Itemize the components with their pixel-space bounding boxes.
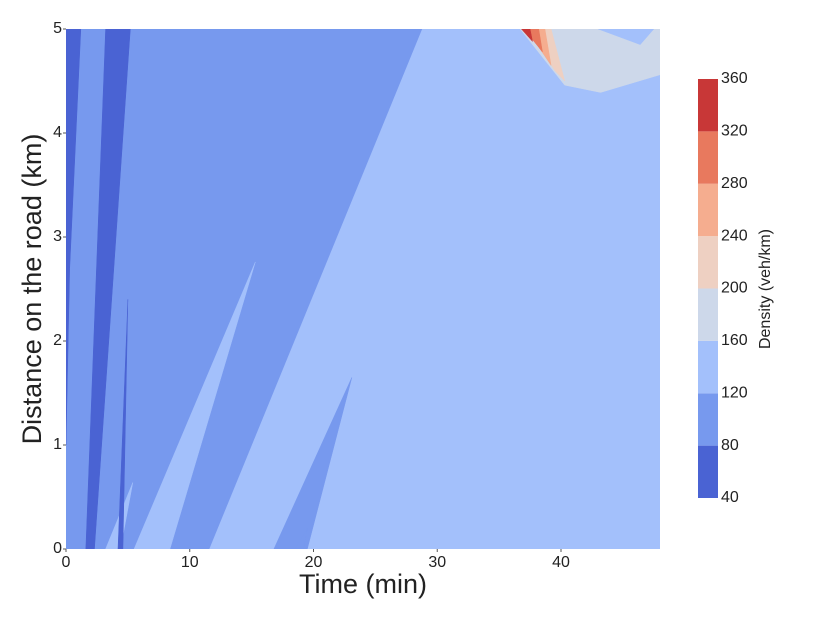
- x-tick-label: 10: [181, 554, 199, 571]
- colorbar-segment: [698, 131, 718, 184]
- x-tick-label: 0: [62, 554, 71, 571]
- y-tick-label: 1: [53, 436, 62, 453]
- y-tick-label: 5: [53, 20, 62, 37]
- colorbar-tick-label: 120: [721, 384, 748, 401]
- colorbar-tick-label: 320: [721, 123, 748, 140]
- colorbar-segment: [698, 236, 718, 289]
- colorbar-segment: [698, 79, 718, 132]
- y-tick-label: 0: [53, 540, 62, 557]
- colorbar-segment: [698, 340, 718, 394]
- contour-region: [294, 528, 308, 549]
- contour-region: [117, 299, 129, 549]
- contour-region: [209, 29, 660, 549]
- colorbar-segment: [698, 445, 718, 498]
- x-tick-label: 40: [552, 554, 570, 571]
- contour-region: [523, 29, 543, 53]
- colorbar-tick-label: 280: [721, 175, 748, 192]
- contour-region: [85, 29, 131, 549]
- colorbar-tick-label: 80: [721, 437, 739, 454]
- y-axis-label: Distance on the road (km): [17, 134, 47, 445]
- colorbar-tick-label: 200: [721, 280, 748, 297]
- x-axis-label: Time (min): [299, 569, 427, 599]
- y-tick-label: 3: [53, 228, 62, 245]
- y-tick-label: 4: [53, 124, 62, 141]
- colorbar-segment: [698, 288, 718, 341]
- x-tick-label: 20: [305, 554, 323, 571]
- contour-region: [598, 29, 655, 45]
- colorbar-segment: [698, 393, 718, 446]
- colorbar-tick-label: 40: [721, 489, 739, 506]
- contour-region: [521, 29, 533, 43]
- colorbar-tick-label: 160: [721, 332, 748, 349]
- contour-region: [273, 377, 353, 549]
- colorbar-tick-label: 240: [721, 227, 748, 244]
- contour-region: [66, 29, 82, 446]
- colorbar-label: Density (veh/km): [757, 229, 774, 349]
- y-tick-label: 2: [53, 332, 62, 349]
- colorbar-tick-label: 360: [721, 70, 748, 87]
- contour-region: [133, 261, 256, 549]
- contour-plot: [66, 29, 660, 549]
- x-tick-label: 30: [428, 554, 446, 571]
- colorbar-segment: [698, 183, 718, 237]
